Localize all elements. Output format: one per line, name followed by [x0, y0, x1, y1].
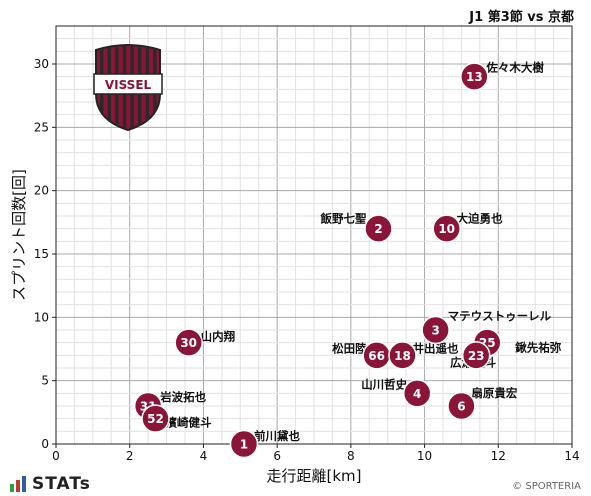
player-name-label: 扇原貴宏	[471, 386, 517, 400]
stats-brand-text: STATs	[32, 474, 91, 494]
player-point: 3	[421, 315, 450, 345]
x-tick-label: 0	[52, 449, 60, 463]
player-marker	[229, 429, 259, 459]
player-name-label: 佐々木大樹	[485, 61, 544, 75]
player-name-label: 井出遥也	[412, 341, 458, 355]
player-number: 66	[368, 349, 385, 363]
player-marker	[461, 341, 491, 370]
player-name-label: 大迫勇也	[457, 212, 503, 226]
y-tick-label: 0	[41, 437, 49, 451]
player-number: 3	[431, 324, 439, 338]
player-name-label: 岩波拓也	[159, 390, 206, 404]
player-marker	[364, 214, 393, 243]
x-tick-label: 10	[417, 449, 432, 463]
player-point: 30	[174, 328, 203, 357]
crest-text: VISSEL	[105, 78, 152, 92]
player-marker	[421, 315, 450, 345]
copyright-text: © SPORTERIA	[512, 481, 581, 492]
player-point: 66	[362, 341, 391, 370]
player-marker	[447, 391, 476, 421]
x-tick-label: 4	[200, 449, 208, 463]
y-tick-label: 20	[34, 184, 49, 198]
player-number: 2	[374, 222, 382, 236]
player-marker	[460, 62, 489, 91]
player-number: 1	[240, 438, 248, 452]
player-name-label: 山川哲史	[361, 377, 407, 391]
player-name-label: 松田陸	[332, 341, 367, 355]
player-number: 23	[468, 349, 485, 363]
player-number: 52	[147, 412, 164, 426]
player-point: 18	[388, 341, 417, 370]
player-marker	[174, 328, 203, 357]
player-number: 13	[466, 70, 483, 84]
player-point: 13	[460, 62, 489, 91]
vissel-logo: VISSEL	[93, 44, 163, 132]
plot-area	[55, 25, 573, 445]
grid-lines	[55, 25, 573, 445]
player-name-label: 飯野七聖	[320, 212, 367, 226]
x-tick-label: 14	[564, 449, 579, 463]
x-tick-label: 6	[273, 449, 281, 463]
stats-brand: STATs	[10, 474, 91, 494]
player-name-label: 前川黛也	[254, 429, 300, 443]
x-tick-label: 2	[126, 449, 134, 463]
player-point: 2	[364, 214, 393, 243]
player-point: 1	[229, 429, 259, 459]
player-name-label: 山内翔	[201, 330, 236, 344]
player-number: 10	[438, 222, 455, 236]
x-tick-label: 8	[347, 449, 355, 463]
player-point: 6	[447, 391, 476, 421]
player-name-label: 濱崎健斗	[166, 416, 212, 430]
player-point: 4	[402, 379, 432, 408]
x-tick-label: 12	[491, 449, 506, 463]
y-axis-label: スプリント回数[回]	[10, 169, 28, 301]
crest-band	[93, 73, 163, 95]
player-marker	[388, 341, 417, 370]
player-marker	[141, 404, 170, 433]
player-number: 4	[413, 387, 421, 401]
y-tick-label: 25	[34, 120, 49, 134]
y-tick-label: 5	[41, 374, 49, 388]
player-points: 13210303252366184631521	[133, 62, 502, 459]
player-number: 18	[394, 349, 411, 363]
player-point: 52	[141, 404, 170, 433]
y-tick-label: 15	[34, 247, 49, 261]
player-point: 10	[432, 214, 461, 243]
chart-title: J1 第3節 vs 京都	[469, 10, 574, 25]
y-tick-label: 30	[34, 57, 49, 71]
player-name-label: 鍬先祐弥	[515, 341, 561, 355]
player-point: 23	[461, 341, 491, 370]
stats-logo-icon	[10, 476, 26, 492]
player-number: 30	[180, 336, 197, 350]
x-axis-label: 走行距離[km]	[266, 467, 361, 485]
player-labels: 佐々木大樹飯野七聖大迫勇也山内翔マテウストゥーレル鍬先祐弥広瀬陸斗松田陸井出遥也…	[159, 61, 562, 443]
player-marker	[402, 379, 432, 408]
y-tick-label: 10	[34, 310, 49, 324]
player-name-label: マテウストゥーレル	[448, 309, 552, 323]
player-marker	[432, 214, 461, 243]
player-number: 6	[457, 400, 465, 414]
